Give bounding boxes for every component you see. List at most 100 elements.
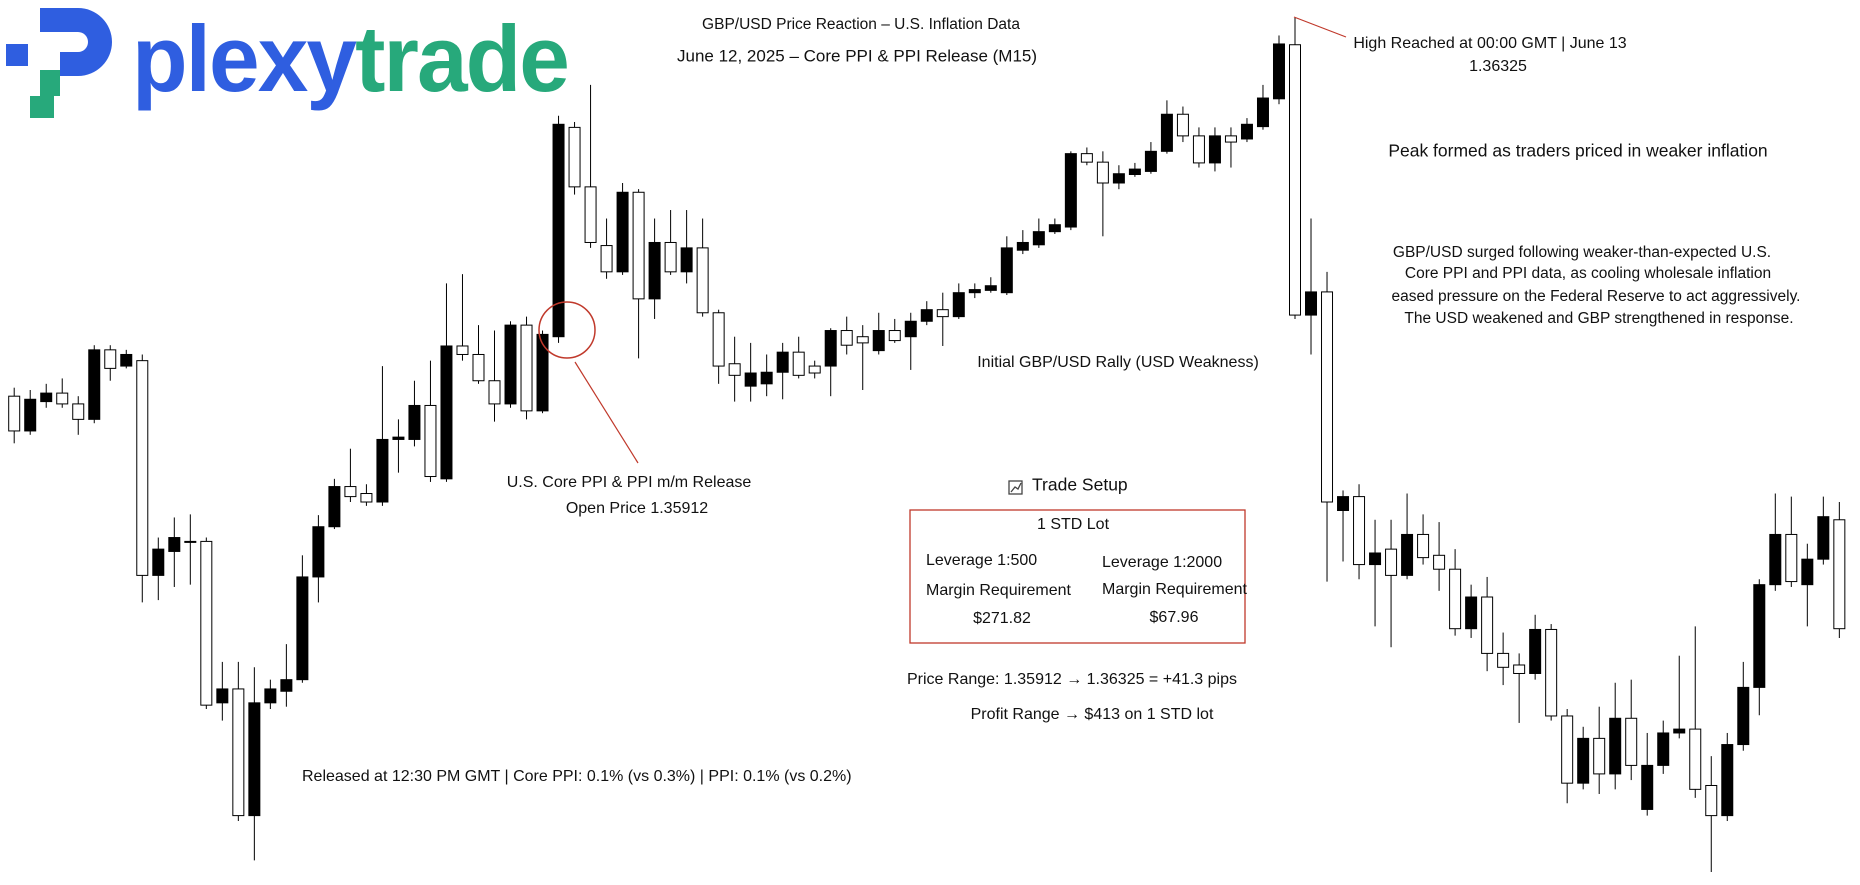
candle-body <box>1801 558 1814 586</box>
candle-body <box>264 688 277 704</box>
candle-body <box>1240 123 1253 140</box>
rally-label: Initial GBP/USD Rally (USD Weakness) <box>977 354 1259 371</box>
explanation-line: GBP/USD surged following weaker-than-exp… <box>1393 244 1771 261</box>
logo-text: plexytrade <box>132 6 568 111</box>
peak-note: Peak formed as traders priced in weaker … <box>1388 141 1767 161</box>
candle-body <box>1417 533 1430 559</box>
candle-body <box>568 126 581 188</box>
release-circle <box>538 301 596 359</box>
candle-body <box>1272 43 1285 100</box>
open-price-label: Open Price <box>566 500 646 517</box>
logo-shape <box>30 96 54 118</box>
margin-requirement: Margin Requirement <box>1102 581 1248 598</box>
candle-body <box>88 349 101 420</box>
candle-body <box>1785 533 1798 583</box>
trade-setup-title: Trade Setup <box>1032 475 1128 495</box>
candle-body <box>1048 224 1061 233</box>
candle-body <box>1256 97 1269 128</box>
candle-body <box>600 245 613 273</box>
candle-body <box>840 330 853 346</box>
margin-value: $67.96 <box>1150 609 1199 626</box>
candle-body <box>120 353 133 367</box>
candle-body <box>1176 113 1189 137</box>
candle-body <box>280 679 293 692</box>
candle-body <box>232 688 245 817</box>
logo-part: plexy <box>132 6 357 111</box>
leverage: Leverage 1:500 <box>926 552 1037 569</box>
candle-body <box>648 241 661 300</box>
price-range: Price Range: 1.35912 → 1.36325 = +41.3 p… <box>907 671 1237 688</box>
pointer-line <box>1293 16 1347 38</box>
candle-body <box>104 349 117 369</box>
candle-body <box>1321 291 1334 503</box>
candle-body <box>136 360 149 576</box>
candle-body <box>1433 554 1446 570</box>
logo-shape <box>40 70 60 96</box>
candle-body <box>1689 728 1702 790</box>
candle-body <box>1673 728 1686 734</box>
candle-body <box>1769 533 1782 586</box>
candle-body <box>168 537 181 552</box>
candle-body <box>440 345 453 480</box>
candle-body <box>1112 173 1125 184</box>
candle-body <box>1577 737 1590 784</box>
candle-body <box>616 191 629 273</box>
profit-range: Profit Range → $413 on 1 STD lot <box>971 706 1214 723</box>
candle-body <box>1128 168 1141 176</box>
candle-body <box>760 371 773 385</box>
high-price: 1.36325 <box>1469 58 1527 75</box>
candle-body <box>824 330 837 367</box>
candle-body <box>1192 135 1205 164</box>
candle-body <box>776 351 789 373</box>
trade-box <box>909 509 1246 644</box>
candle-body <box>1705 784 1718 817</box>
candle-body <box>1064 153 1077 228</box>
candle-body <box>216 688 229 704</box>
candle-body <box>472 353 485 382</box>
candle-body <box>1721 744 1734 817</box>
candle-body <box>552 123 565 338</box>
candle-body <box>1016 241 1029 251</box>
candle-body <box>1561 715 1574 784</box>
candle-body <box>1737 686 1750 746</box>
candle-body <box>728 363 741 376</box>
candle-body <box>392 436 405 440</box>
candle-body <box>920 309 933 322</box>
open-price-value: 1.35912 <box>650 500 708 517</box>
candle-body <box>1817 516 1830 560</box>
candle-body <box>1369 552 1382 566</box>
candle-body <box>1529 628 1542 674</box>
candle-body <box>424 404 437 478</box>
candle-body <box>408 404 421 440</box>
candle-body <box>328 486 341 528</box>
candle-body <box>744 372 757 387</box>
candle-body <box>888 330 901 342</box>
candle-body <box>1657 732 1670 766</box>
candle-body <box>984 285 997 291</box>
candle-body <box>1160 113 1173 152</box>
candle-body <box>872 330 885 352</box>
candle-body <box>1449 568 1462 630</box>
candle-body <box>904 320 917 338</box>
candle-body <box>936 309 949 318</box>
candle-body <box>792 351 805 376</box>
candle-body <box>1513 664 1526 674</box>
leverage: Leverage 1:2000 <box>1102 554 1222 571</box>
candle-body <box>344 486 357 498</box>
candle-body <box>376 438 389 503</box>
lot-label: 1 STD Lot <box>1037 516 1110 533</box>
candle-body <box>248 702 261 817</box>
candle-body <box>360 493 373 503</box>
candle-body <box>1465 596 1478 630</box>
logo-shape <box>6 44 28 66</box>
candle-body <box>152 548 165 576</box>
candle-body <box>72 403 85 420</box>
candle-body <box>696 247 709 314</box>
candle-body <box>1337 496 1350 512</box>
trade-icon <box>1008 480 1023 495</box>
candle-body <box>1497 652 1510 668</box>
candle-body <box>8 395 21 432</box>
candle-body <box>40 392 53 403</box>
release-details: Released at 12:30 PM GMT | Core PPI: 0.1… <box>302 768 852 785</box>
explanation-line: eased pressure on the Federal Reserve to… <box>1392 288 1801 305</box>
